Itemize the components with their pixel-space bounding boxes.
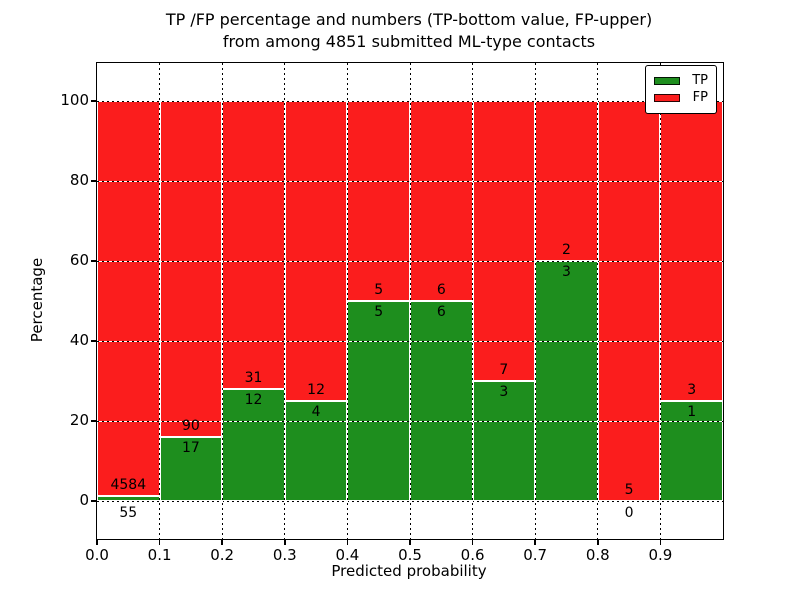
tp-swatch-icon — [654, 76, 680, 85]
x-tick-label: 0.4 — [335, 546, 360, 564]
fp-count-label: 2 — [562, 242, 571, 258]
y-tick-mark — [90, 180, 96, 182]
y-tick-label: 40 — [69, 331, 89, 349]
tp-count-label: 0 — [624, 505, 634, 521]
tp-count-label: 3 — [562, 264, 571, 280]
x-gridline — [284, 63, 286, 539]
x-gridline — [409, 63, 411, 539]
bar-fp-segment — [472, 101, 536, 381]
x-tick-label: 0.8 — [585, 546, 610, 564]
x-tick-mark — [96, 540, 98, 545]
fp-count-label: 90 — [181, 418, 200, 435]
fp-count-label: 4584 — [110, 477, 147, 494]
chart-title-line2: from among 4851 submitted ML-type contac… — [222, 32, 596, 51]
x-tick-mark — [158, 540, 161, 545]
x-gridline — [597, 63, 599, 539]
x-gridline — [159, 63, 161, 539]
tp-count-label: 3 — [499, 384, 509, 400]
bar-tp-segment — [347, 301, 410, 501]
fp-count-label: 5 — [624, 482, 634, 498]
x-gridline — [472, 63, 474, 539]
x-tick-label: 0.9 — [648, 546, 673, 564]
y-tick-mark — [90, 420, 96, 422]
x-axis-label: Predicted probability — [331, 562, 487, 580]
legend-label-fp: FP — [692, 90, 708, 105]
bar-fp-segment — [410, 101, 473, 301]
x-tick-label: 0.1 — [147, 546, 172, 564]
bar-tp-segment — [410, 301, 473, 501]
x-tick-mark — [471, 540, 474, 545]
x-tick-label: 0.6 — [460, 546, 485, 564]
bar-fp-segment — [284, 101, 348, 401]
tp-count-label: 5 — [374, 304, 384, 320]
bar-fp-segment — [347, 101, 410, 301]
fp-swatch-icon — [654, 93, 680, 102]
fp-count-label: 12 — [307, 382, 325, 398]
x-tick-label: 0.0 — [85, 546, 109, 564]
x-gridline — [659, 63, 661, 539]
tp-count-label: 17 — [181, 440, 200, 457]
bar-tp-segment — [535, 261, 598, 501]
y-tick-mark — [90, 340, 96, 342]
x-tick-label: 0.5 — [398, 546, 422, 564]
y-axis-label: Percentage — [28, 257, 46, 343]
x-tick-mark — [346, 540, 349, 545]
bar-fp-segment — [222, 101, 285, 390]
tp-count-label: 6 — [436, 304, 446, 320]
bar-fp-segment — [660, 101, 723, 401]
bar-tp-segment — [660, 401, 723, 501]
x-tick-mark — [659, 540, 662, 545]
x-tick-mark — [284, 540, 286, 545]
x-gridline — [221, 63, 223, 539]
x-tick-mark — [534, 540, 536, 545]
bar-fp-segment — [597, 101, 661, 501]
fp-count-label: 5 — [374, 282, 384, 298]
bar-fp-segment — [97, 101, 160, 497]
tp-count-label: 12 — [244, 392, 263, 409]
tp-count-label: 55 — [119, 505, 138, 521]
legend-item-tp: TP — [654, 72, 708, 89]
fp-count-label: 3 — [687, 382, 697, 398]
y-tick-mark — [90, 500, 96, 502]
tp-count-label: 1 — [687, 404, 697, 420]
chart-title: TP /FP percentage and numbers (TP-bottom… — [96, 9, 722, 53]
y-tick-mark — [90, 260, 96, 262]
tp-count-label: 4 — [311, 404, 321, 420]
y-tick-label: 100 — [60, 91, 89, 109]
legend: TP FP — [645, 65, 717, 114]
bar-fp-segment — [159, 101, 223, 438]
y-tick-label: 80 — [69, 171, 89, 189]
y-tick-label: 60 — [69, 251, 89, 269]
legend-item-fp: FP — [654, 89, 708, 106]
y-tick-label: 20 — [69, 411, 89, 429]
plot-area: TP FP 4584 55 90 17 31 12 12 4 5 5 6 6 7 3 2 3 5 0 3 1 0 20 40… — [60, 62, 724, 564]
y-tick-mark — [90, 100, 96, 102]
x-tick-label: 0.7 — [523, 546, 548, 564]
x-gridline — [534, 63, 536, 539]
chart-title-line1: TP /FP percentage and numbers (TP-bottom… — [165, 10, 653, 29]
x-tick-label: 0.2 — [210, 546, 235, 564]
legend-label-tp: TP — [692, 73, 708, 88]
x-tick-label: 0.3 — [272, 546, 297, 564]
fp-count-label: 7 — [499, 362, 509, 378]
x-gridline — [346, 63, 348, 539]
fp-count-label: 6 — [436, 282, 446, 298]
x-tick-mark — [409, 540, 411, 545]
x-tick-mark — [597, 540, 599, 545]
fp-count-label: 31 — [244, 370, 263, 387]
x-tick-mark — [221, 540, 223, 545]
y-tick-label: 0 — [79, 491, 89, 509]
